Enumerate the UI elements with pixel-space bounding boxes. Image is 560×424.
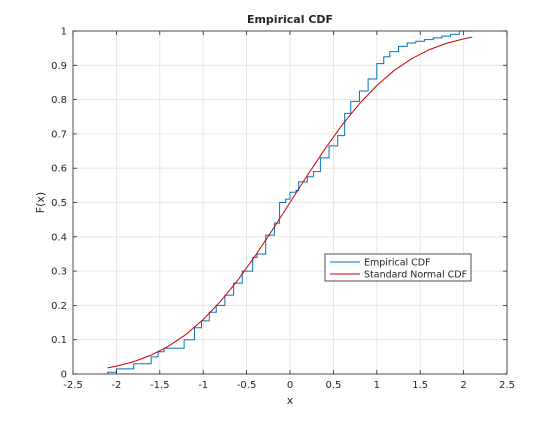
x-tick-label-2: 2 xyxy=(460,380,466,391)
series-line-standard-normal-cdf xyxy=(107,36,473,369)
y-tick-label-0-2: 0.2 xyxy=(51,301,67,312)
x-tick-label-2-5: 2.5 xyxy=(499,380,515,391)
series-layer xyxy=(107,30,473,374)
series-line-empirical-cdf xyxy=(107,30,473,374)
y-tick-label-0-7: 0.7 xyxy=(51,129,67,140)
x-tick-label-1-5: -1.5 xyxy=(150,380,170,391)
y-tick-label-0-1: 0.1 xyxy=(51,335,67,346)
axis-ticks xyxy=(72,30,508,375)
y-tick-labels: 0 0.1 0.2 0.3 0.4 0.5 0.6 0.7 0.8 0.9 1 xyxy=(51,27,67,381)
y-axis-label: F(x) xyxy=(34,192,47,213)
legend-label-empirical: Empirical CDF xyxy=(364,258,431,269)
legend-box xyxy=(324,253,472,282)
y-tick-label-0-8: 0.8 xyxy=(51,95,67,106)
x-tick-labels: -2.5 -2 -1.5 -1 -0.5 0 0.5 1 1.5 2 2.5 xyxy=(63,380,515,391)
y-tick-label-1: 1 xyxy=(61,27,67,38)
y-tick-label-0-5: 0.5 xyxy=(51,198,67,209)
x-tick-label-0-5: -0.5 xyxy=(237,380,257,391)
y-tick-label-0-3: 0.3 xyxy=(51,267,67,278)
x-tick-label-1-5: 1.5 xyxy=(412,380,428,391)
y-tick-label-0-9: 0.9 xyxy=(51,61,67,72)
y-tick-label-0-4: 0.4 xyxy=(51,232,67,243)
x-tick-label-1: 1 xyxy=(374,380,380,391)
y-tick-label-0: 0 xyxy=(61,370,67,381)
x-axis-label: x xyxy=(287,394,294,407)
x-tick-label-0: 0 xyxy=(287,380,293,391)
legend[interactable]: Empirical CDF Standard Normal CDF xyxy=(324,253,472,282)
x-tick-label-0-5: 0.5 xyxy=(325,380,341,391)
x-tick-label-2: -2 xyxy=(111,380,121,391)
x-tick-label-2-5: -2.5 xyxy=(63,380,83,391)
x-tick-label-1: -1 xyxy=(198,380,208,391)
legend-label-normal: Standard Normal CDF xyxy=(364,270,467,281)
y-tick-label-0-6: 0.6 xyxy=(51,164,67,175)
chart-title: Empirical CDF xyxy=(247,13,333,26)
